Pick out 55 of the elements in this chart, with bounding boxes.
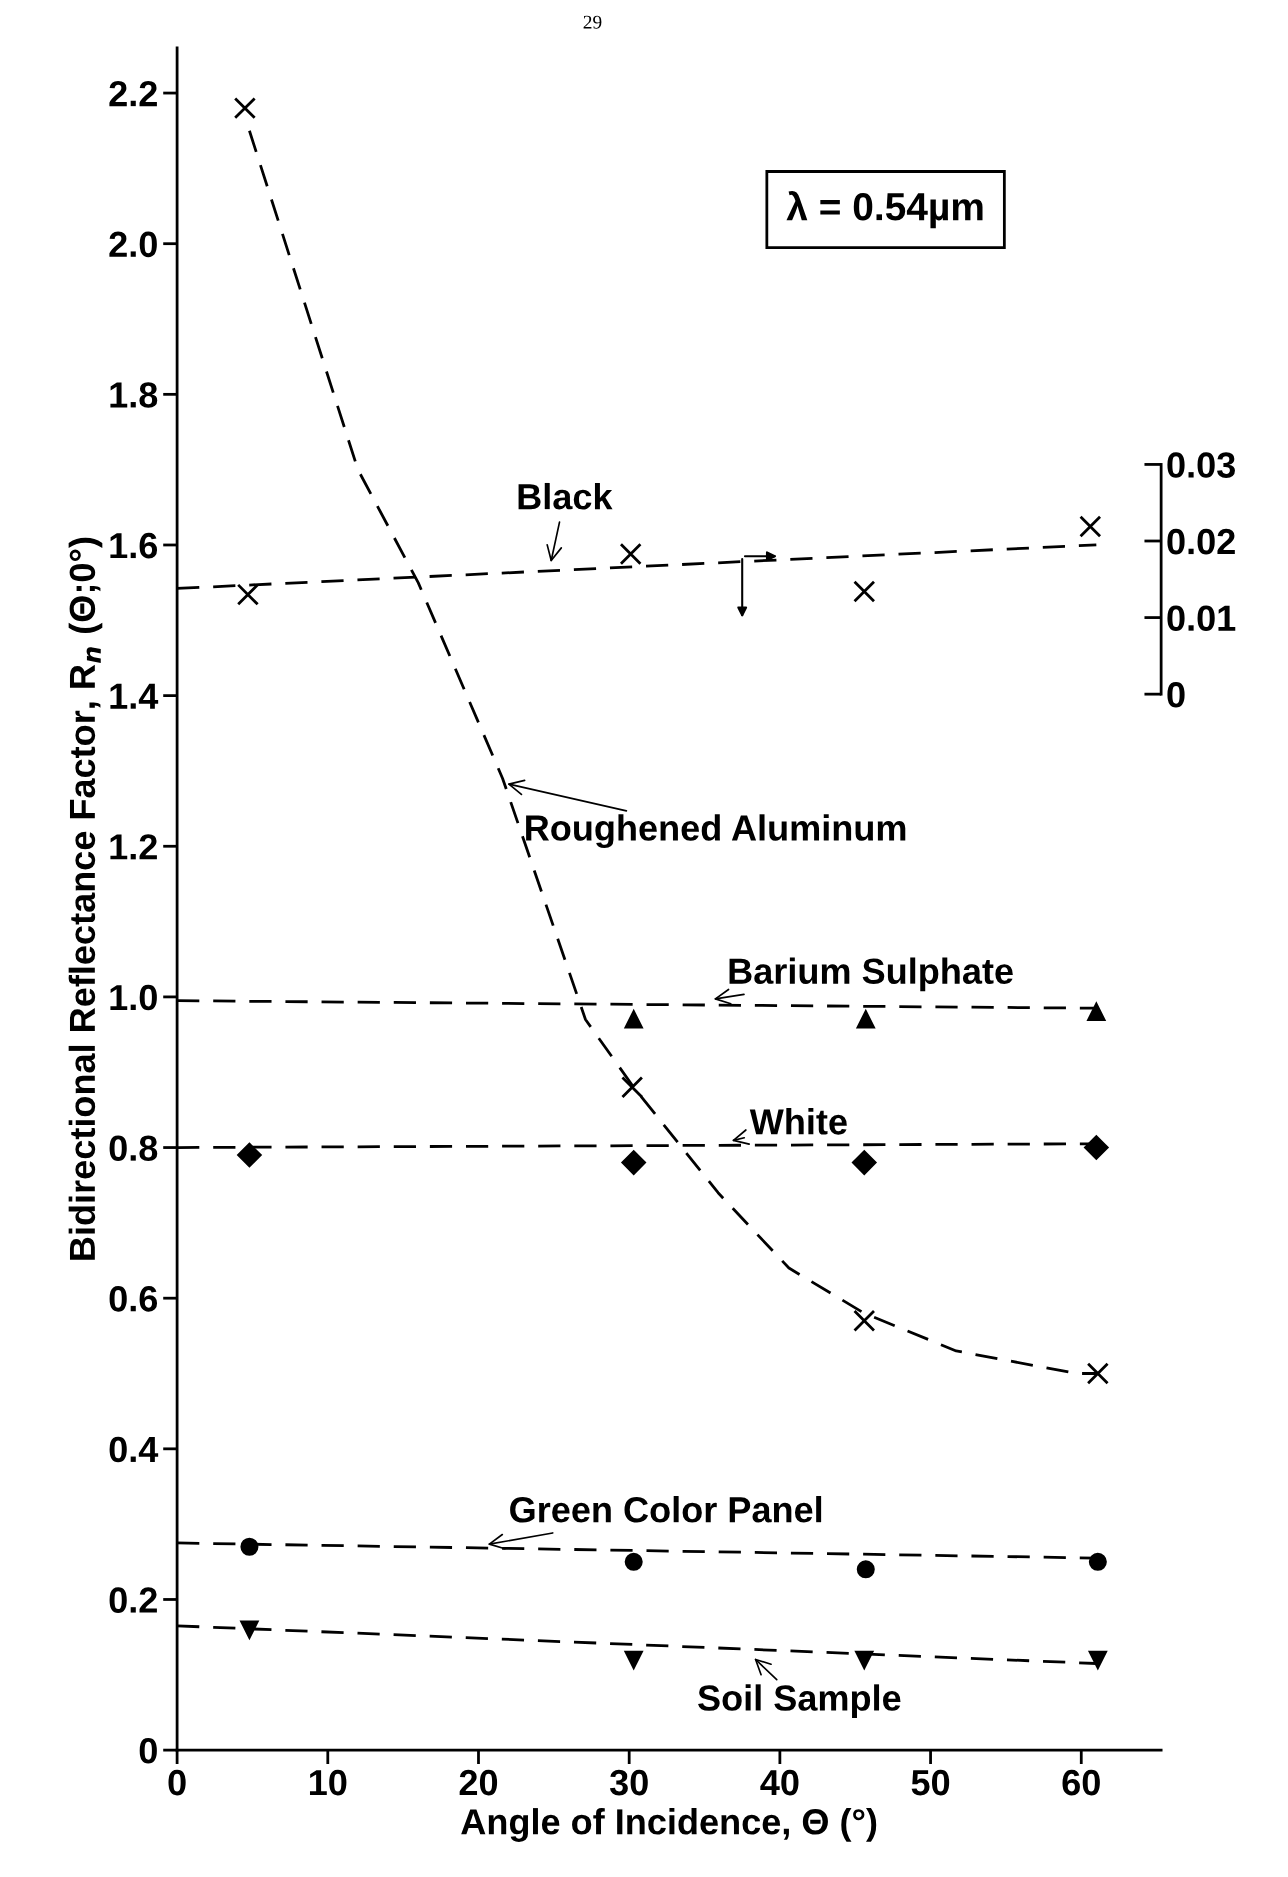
y-tick-label: 1.2 [110,834,157,860]
point [621,1076,644,1099]
x-tick-label: 30 [609,1769,648,1796]
y-tick-label: 0.2 [109,1587,157,1613]
y2-tick-label: 0.03 [1167,452,1235,478]
point [1079,515,1102,538]
x-tick-label: 50 [911,1769,950,1796]
point [624,1650,643,1669]
x-tick-label: 40 [760,1769,799,1796]
point [1084,1135,1109,1160]
y-tick-label: 1.6 [110,532,158,559]
x-axis-title: Angle of Incidence, Θ (°) [461,1808,877,1842]
x-tick-label: 20 [459,1769,498,1796]
point [853,1309,876,1332]
point [237,1142,262,1168]
y2-tick-label: 0 [1167,682,1185,708]
y-axis-title: Bidirectional Reflectance Factor, R$_{n}$ (Θ;0°) [68,537,103,1260]
point [624,1552,643,1571]
annotation: Soil Sample [698,1684,901,1718]
point [1088,1552,1107,1571]
point [855,1650,874,1669]
point [1088,1650,1107,1669]
point [856,1560,875,1579]
point [856,1010,875,1029]
point [624,1010,643,1029]
annotation: Roughened Aluminum [526,814,906,849]
y-tick-label: 1.4 [110,683,159,709]
point [621,1150,646,1175]
point [233,97,257,120]
point [1087,1002,1106,1021]
y2-tick-label: 0.02 [1167,528,1235,555]
x-tick-label: 10 [309,1769,347,1796]
y-tick-label: 0 [139,1737,157,1764]
y-tick-label: 0.6 [109,1286,158,1312]
x-tick-label: 0 [168,1769,186,1796]
y2-tick-label: 0.01 [1167,605,1236,632]
point [852,1150,877,1175]
point [236,583,260,606]
annotation: Green Color Panel [510,1496,822,1523]
y-tick-label: 2.0 [109,231,157,258]
text: 29 [583,15,602,29]
y-tick-label: 1.0 [110,984,157,1011]
annotation: Black [518,482,613,510]
annotation: Barium Sulphate [729,957,1013,992]
point [1086,1362,1109,1385]
point [853,580,876,603]
y-tick-label: 2.2 [109,80,157,107]
y-tick-label: 0.4 [109,1436,159,1463]
point [619,542,642,566]
annotation: White [749,1108,847,1135]
y-tick-label: 1.8 [110,382,158,408]
x-tick-label: 60 [1062,1769,1100,1796]
point [240,1620,259,1639]
annotation: λ = 0.54µm [786,190,983,229]
y-tick-label: 0.8 [109,1135,158,1161]
